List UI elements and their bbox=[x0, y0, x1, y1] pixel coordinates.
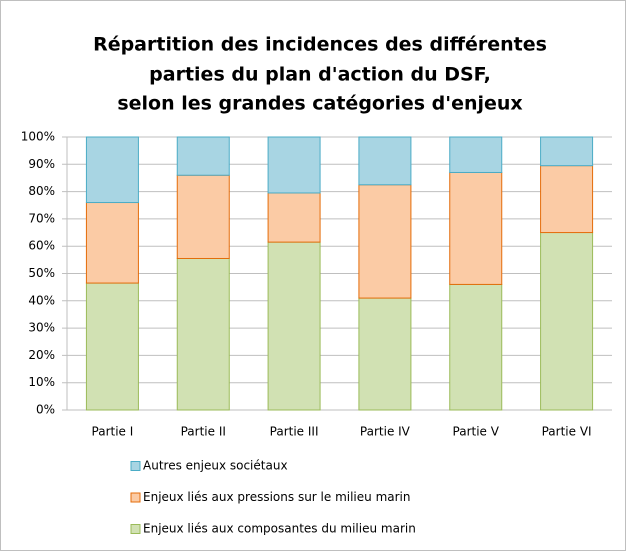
y-tick-label: 30% bbox=[28, 321, 55, 335]
bar-segment bbox=[540, 136, 594, 167]
chart-title: Répartition des incidences des différent… bbox=[93, 34, 547, 56]
y-tick-label: 60% bbox=[28, 239, 55, 253]
x-tick-label: Partie III bbox=[270, 425, 319, 439]
bar-segment bbox=[267, 136, 321, 194]
bar-segment bbox=[267, 192, 321, 243]
y-tick-label: 40% bbox=[28, 293, 55, 307]
chart-title: parties du plan d'action du DSF, bbox=[149, 64, 491, 86]
x-tick-label: Partie IV bbox=[360, 425, 411, 439]
bar-segment bbox=[85, 136, 139, 204]
y-tick-label: 10% bbox=[28, 375, 55, 389]
bar-segment bbox=[540, 232, 594, 411]
y-tick-label: 90% bbox=[28, 157, 55, 171]
bar-segment bbox=[85, 202, 139, 284]
bar-segment bbox=[358, 297, 412, 411]
y-tick-label: 20% bbox=[28, 348, 55, 362]
bar-segment bbox=[267, 241, 321, 411]
bar-segment bbox=[358, 184, 412, 299]
bar-segment bbox=[176, 136, 230, 176]
x-tick-label: Partie I bbox=[92, 425, 134, 439]
y-tick-label: 0% bbox=[36, 403, 55, 417]
bar-segment bbox=[176, 257, 230, 411]
x-tick-label: Partie V bbox=[453, 425, 500, 439]
y-tick-label: 80% bbox=[28, 184, 55, 198]
bar-segment bbox=[85, 282, 139, 411]
bar-segment bbox=[449, 171, 503, 285]
x-tick-label: Partie II bbox=[181, 425, 226, 439]
legend-label: Autres enjeux sociétaux bbox=[143, 459, 288, 473]
bar-segment bbox=[449, 136, 503, 173]
bar-segment bbox=[358, 136, 412, 186]
bar-segment bbox=[449, 283, 503, 411]
x-tick-label: Partie VI bbox=[542, 425, 592, 439]
legend-label: Enjeux liés aux pressions sur le milieu … bbox=[143, 490, 411, 504]
y-tick-label: 100% bbox=[21, 130, 55, 144]
legend-label: Enjeux liés aux composantes du milieu ma… bbox=[143, 522, 416, 536]
y-tick-label: 70% bbox=[28, 211, 55, 225]
legend-swatch bbox=[130, 492, 141, 503]
bar-segment bbox=[540, 165, 594, 234]
chart-title: selon les grandes catégories d'enjeux bbox=[117, 93, 522, 115]
legend-swatch bbox=[130, 524, 141, 534]
legend-swatch bbox=[130, 461, 141, 471]
y-tick-label: 50% bbox=[28, 266, 55, 280]
bar-segment bbox=[176, 174, 230, 259]
